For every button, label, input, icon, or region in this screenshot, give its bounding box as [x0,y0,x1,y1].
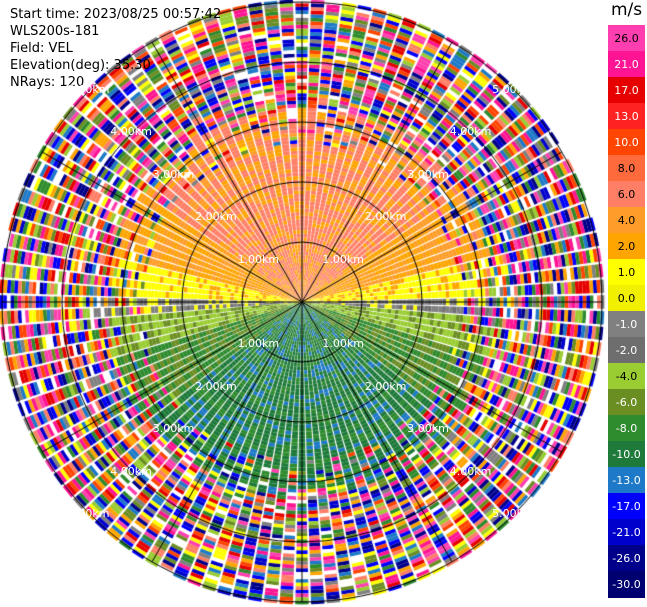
colorbar-segment [608,363,645,390]
colorbar-segment [608,545,645,572]
colorbar-segment [608,311,645,338]
colorbar-tick-label: 17.0 [614,84,639,97]
colorbar-tick-label: -6.0 [615,396,638,409]
colorbar-segment [608,285,645,312]
colorbar-tick-label: -4.0 [615,370,638,383]
colorbar-segment [608,233,645,260]
colorbar-segment [608,571,645,598]
ray-count: NRays: 120 [10,75,85,90]
colorbar-segment [608,51,645,78]
range-ring-label: 4.00km [449,464,492,478]
colorbar-tick-label: -21.0 [612,526,641,539]
colorbar-segment [608,207,645,234]
range-ring-label: 3.00km [152,167,195,181]
range-ring-label: 1.00km [322,337,364,351]
colorbar-segment [608,103,645,130]
colorbar-tick-label: -1.0 [615,318,638,331]
range-ring-label: 4.00km [110,125,152,139]
range-ring-label: 1.00km [237,252,280,266]
colorbar-tick-label: -26.0 [612,552,641,565]
range-ring-label: 4.00km [449,125,492,139]
range-ring-label: 5.00km [67,507,110,521]
range-ring-label: 5.00km [67,82,110,96]
header-info: Start time: 2023/08/25 00:57:42 WLS200s-… [10,6,221,91]
range-ring-label: 3.00km [152,422,195,436]
range-ring-label: 2.00km [364,210,407,224]
colorbar-segment [608,389,645,416]
colorbar-segment [608,519,645,546]
colorbar-tick-label: 10.0 [614,136,639,149]
range-ring-label: 5.00km [492,82,534,96]
field-name: Field: VEL [10,41,73,56]
start-time: Start time: 2023/08/25 00:57:42 [10,7,222,22]
elevation-angle: Elevation(deg): 35.30 [10,58,151,73]
colorbar-tick-label: 13.0 [614,110,639,123]
colorbar-tick-label: 21.0 [614,58,639,71]
colorbar-tick-label: 2.0 [617,240,636,253]
ppi-plot [0,0,607,607]
colorbar-tick-label: -10.0 [612,448,641,461]
colorbar-tick-label: 4.0 [617,214,636,227]
colorbar-segment [608,467,645,494]
range-ring-label: 5.00km [492,507,534,521]
range-ring-label: 4.00km [110,464,152,478]
colorbar-tick-label: 0.0 [617,292,636,305]
colorbar-segment [608,25,645,52]
colorbar-segment [608,155,645,182]
colorbar-segment [608,181,645,208]
colorbar-tick-label: -13.0 [612,474,641,487]
range-ring-label: 1.00km [237,337,280,351]
colorbar-segment [608,259,645,286]
range-ring-label: 2.00km [195,210,237,224]
range-ring-label: 2.00km [195,379,237,393]
colorbar-tick-label: -2.0 [615,344,638,357]
colorbar-tick-label: 26.0 [614,32,639,45]
colorbar-segment [608,493,645,520]
colorbar: 26.0 21.0 17.0 13.0 10.0 8.0 6.0 4.0 2.0 1.0 0.0 -1… [608,25,645,598]
colorbar-tick-label: 6.0 [617,188,636,201]
colorbar-segment [608,337,645,364]
range-ring-label: 1.00km [322,252,364,266]
colorbar-segment [608,129,645,156]
colorbar-tick-label: -8.0 [615,422,638,435]
range-ring-label: 3.00km [407,422,449,436]
colorbar-tick-label: 8.0 [617,162,636,175]
colorbar-segment [608,77,645,104]
range-ring-label: 2.00km [364,379,407,393]
colorbar-tick-label: 1.0 [617,266,636,279]
colorbar-tick-label: -30.0 [612,578,641,591]
colorbar-unit: m/s [611,0,643,20]
instrument-name: WLS200s-181 [10,24,100,39]
colorbar-tick-label: -17.0 [612,500,641,513]
range-ring-label: 3.00km [407,167,449,181]
colorbar-segment [608,415,645,442]
colorbar-segment [608,441,645,468]
